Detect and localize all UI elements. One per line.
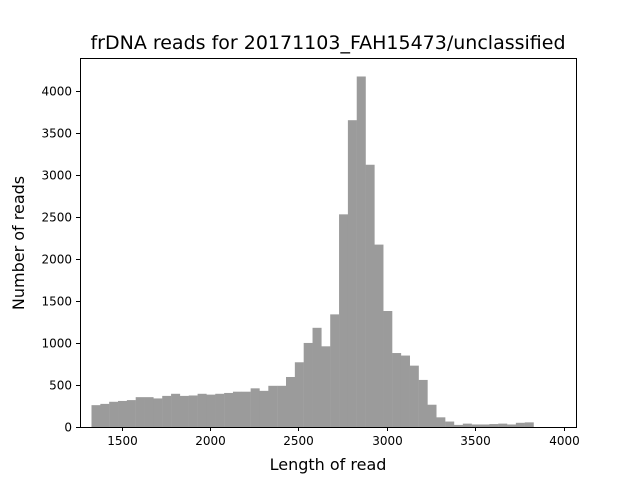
histogram-bar [312, 327, 322, 427]
histogram-bar [215, 393, 225, 427]
y-tick-label: 1500 [41, 295, 72, 309]
histogram-bar [294, 362, 304, 427]
histogram-bar [347, 120, 357, 428]
histogram-bar [250, 388, 260, 427]
y-tick-label: 4000 [41, 85, 72, 99]
histogram-bar [100, 403, 110, 427]
histogram-bar [427, 404, 437, 427]
histogram-bar [365, 164, 375, 427]
chart-title: frDNA reads for 20171103_FAH15473/unclas… [90, 32, 565, 54]
histogram-bar [339, 214, 349, 427]
histogram-bar [91, 405, 101, 427]
y-tick-label: 500 [49, 379, 72, 393]
x-tick-label: 2500 [283, 434, 314, 448]
histogram-bar [489, 424, 499, 427]
y-tick-label: 2500 [41, 211, 72, 225]
histogram-bar [507, 424, 517, 427]
histogram-bar [462, 423, 472, 427]
histogram-bar [197, 393, 207, 427]
histogram-bar [171, 393, 181, 427]
histogram-bar [188, 395, 198, 427]
x-tick-label: 3000 [372, 434, 403, 448]
y-tick-label: 3000 [41, 169, 72, 183]
x-axis-ticks: 1500 2000 2500 3000 3500 4000 [107, 427, 580, 448]
y-axis-ticks: 0 500 1000 1500 2000 2500 3000 3500 4000 [41, 85, 80, 435]
histogram-bar [277, 385, 287, 427]
histogram-bar [418, 379, 428, 427]
histogram-bar [109, 401, 119, 427]
histogram-bar [374, 244, 384, 427]
y-tick-label: 3500 [41, 127, 72, 141]
x-tick-label: 4000 [549, 434, 580, 448]
histogram-bar [515, 422, 525, 427]
histogram-bar [153, 398, 163, 427]
y-tick-label: 1000 [41, 337, 72, 351]
bars-group [91, 76, 534, 428]
histogram-bar [480, 424, 490, 427]
histogram-bar [392, 353, 402, 427]
histogram-bar [330, 314, 340, 427]
histogram-bar [356, 76, 366, 427]
histogram-bar [524, 422, 534, 427]
y-tick-label: 0 [64, 421, 72, 435]
histogram-bar [498, 423, 508, 427]
histogram-bar [179, 395, 189, 427]
histogram-bar [471, 424, 481, 427]
histogram-bar [162, 395, 172, 427]
y-tick-label: 2000 [41, 253, 72, 267]
histogram-bar [126, 400, 136, 427]
x-tick-label: 3500 [460, 434, 491, 448]
histogram-bar [144, 397, 154, 427]
histogram-bar [409, 365, 419, 427]
histogram-bar [303, 342, 313, 427]
histogram-bar [259, 390, 269, 427]
histogram-bar [118, 400, 128, 427]
histogram-bar [241, 391, 251, 427]
histogram-bar [224, 392, 234, 427]
histogram-bar [400, 355, 410, 427]
x-tick-label: 2000 [195, 434, 226, 448]
histogram-bar [286, 376, 296, 427]
histogram-bar [135, 397, 145, 427]
histogram-bar [268, 385, 278, 427]
histogram-bar [383, 311, 393, 427]
histogram-bar [321, 346, 331, 427]
histogram-bar [445, 421, 455, 427]
histogram-bar [232, 391, 242, 427]
x-axis-label: Length of read [270, 455, 387, 474]
histogram-bar [453, 424, 464, 427]
x-tick-label: 1500 [107, 434, 138, 448]
histogram-bar [206, 394, 216, 427]
plot-frame [80, 58, 577, 428]
histogram-bar [436, 417, 446, 427]
y-axis-label: Number of reads [9, 176, 28, 310]
